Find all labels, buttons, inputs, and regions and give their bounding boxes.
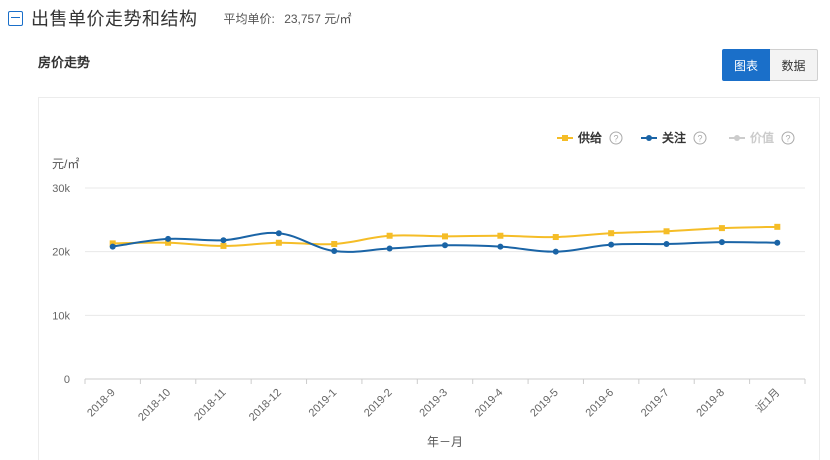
data-point (552, 234, 559, 241)
y-tick-label: 30k (52, 183, 70, 195)
data-point (109, 240, 116, 247)
data-point (497, 243, 504, 250)
help-icon-glyph: ? (697, 134, 702, 144)
help-icon (693, 131, 707, 145)
x-tick-label: 2019-3 (417, 387, 450, 420)
data-point (275, 230, 282, 237)
y-tick-label: 0 (64, 374, 70, 386)
data-point (774, 239, 781, 246)
legend-label: 关注 (662, 130, 686, 145)
x-tick-label: 2018-10 (136, 387, 173, 424)
data-point (331, 241, 338, 248)
legend-marker (562, 135, 568, 141)
data-point (165, 239, 172, 246)
data-point (718, 225, 725, 232)
average-price-label: 平均单价: (223, 11, 275, 26)
data-point (165, 235, 172, 242)
data-point (386, 232, 393, 239)
help-icon-glyph: ? (613, 134, 618, 144)
data-point (442, 233, 448, 240)
data-point (663, 228, 670, 235)
data-point (220, 237, 227, 244)
x-tick-label: 2019-2 (362, 387, 395, 420)
x-tick-label: 2019-8 (694, 387, 727, 420)
data-point (608, 241, 615, 248)
help-icon (609, 131, 623, 145)
data-point (220, 242, 227, 249)
legend-marker (734, 135, 740, 141)
data-point (275, 239, 282, 246)
x-axis-label: 年－月 (427, 435, 463, 449)
data-point (552, 248, 559, 255)
chart-view-button[interactable]: 图表 (722, 49, 770, 81)
chart-frame (38, 97, 820, 460)
x-tick-label: 近1月 (753, 386, 782, 415)
data-view-button[interactable]: 数据 (770, 49, 818, 81)
x-tick-label: 2019-1 (307, 387, 340, 420)
view-toggle: 图表 数据 (722, 49, 818, 81)
help-icon (781, 131, 795, 145)
data-point (442, 242, 448, 249)
average-price-value: 23,757 元/㎡ (284, 11, 352, 26)
y-tick-label: 20k (52, 247, 70, 259)
page-title: 出售单价走势和结构 (31, 9, 198, 29)
x-tick-label: 2018-11 (192, 387, 228, 423)
data-point (718, 239, 725, 246)
data-point (386, 245, 393, 252)
help-icon-glyph: ? (785, 134, 790, 144)
average-price: 平均单价: 23,757 元/㎡ (224, 10, 352, 27)
data-point (331, 248, 338, 255)
x-tick-label: 2018-12 (247, 387, 284, 424)
x-tick-label: 2019-4 (473, 387, 506, 420)
collapse-minus-icon[interactable] (8, 10, 23, 26)
header: 出售单价走势和结构 平均单价: 23,757 元/㎡ (8, 6, 352, 30)
data-point (663, 241, 670, 248)
y-axis-label: 元/㎡ (52, 157, 79, 171)
x-tick-label: 2019-5 (528, 387, 561, 420)
section-title: 房价走势 (38, 55, 91, 70)
x-tick-label: 2019-6 (584, 387, 617, 420)
data-point (774, 223, 781, 230)
legend-label: 价值 (750, 130, 774, 145)
legend-label: 供给 (577, 130, 602, 145)
y-tick-label: 10k (52, 310, 70, 322)
data-point (608, 230, 615, 237)
x-tick-label: 2019-7 (639, 387, 672, 420)
data-point (109, 243, 116, 250)
data-point (497, 232, 504, 239)
legend-marker (646, 135, 652, 141)
x-tick-label: 2018-9 (85, 387, 118, 420)
